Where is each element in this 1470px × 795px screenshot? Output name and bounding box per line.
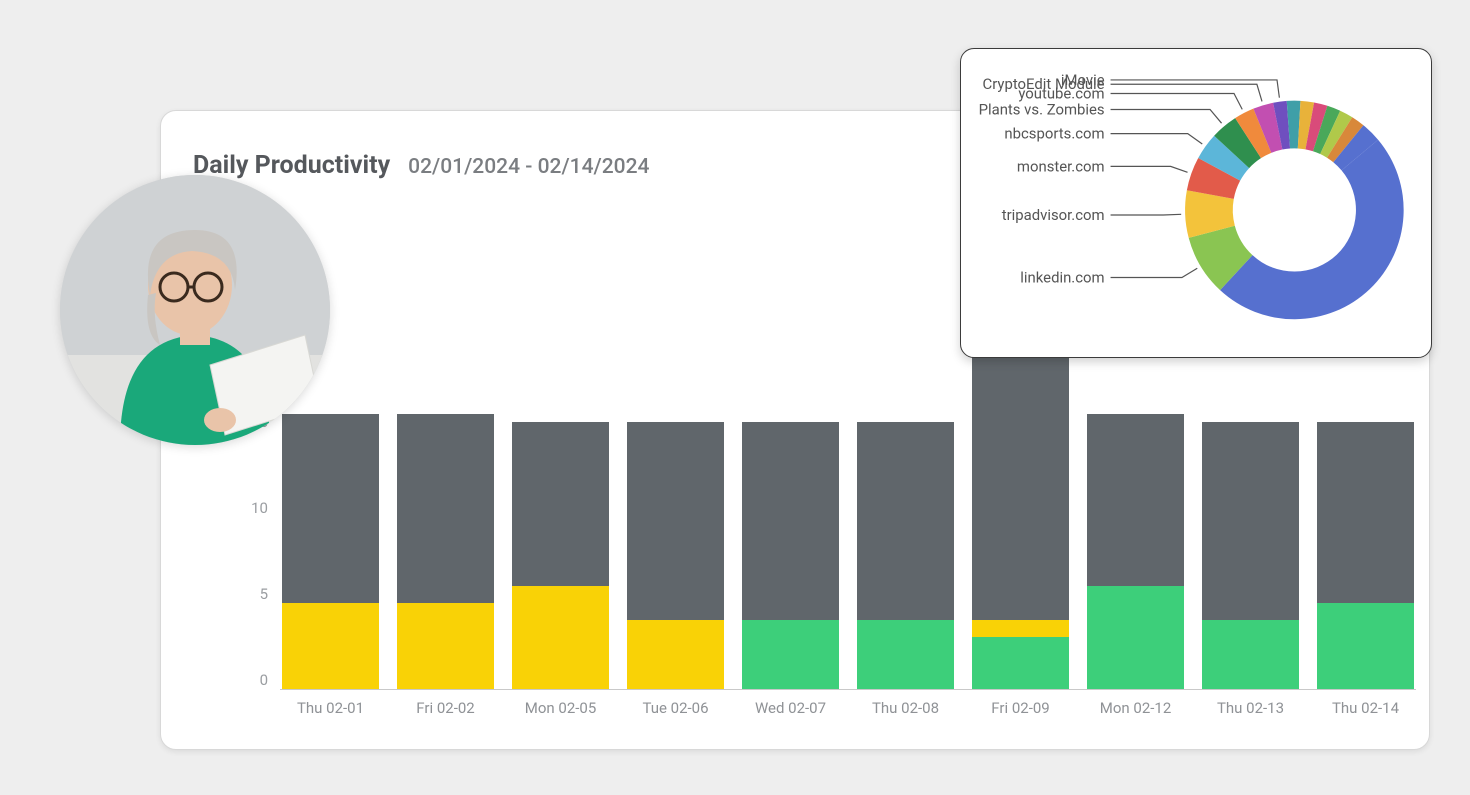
bar-segment-gray	[857, 422, 954, 620]
bar-segment-yellow	[397, 603, 494, 689]
bar-segment-yellow	[627, 620, 724, 689]
donut-chart: linkedin.com tripadvisor.com monster.com nb…	[961, 49, 1431, 357]
x-axis-label: Thu 02-01	[297, 699, 364, 717]
y-tick: 5	[260, 585, 268, 603]
y-tick: 10	[251, 499, 268, 517]
donut-slice-label: Plants vs. Zombies	[979, 100, 1105, 118]
donut-leader-line	[1111, 109, 1222, 123]
bar-segment-yellow	[972, 620, 1069, 637]
bar-segment-green	[1202, 620, 1299, 689]
donut-leader-line	[1111, 214, 1182, 215]
bar-segment-gray	[397, 414, 494, 603]
app-usage-card: linkedin.com tripadvisor.com monster.com nb…	[960, 48, 1432, 358]
bar-segment-green	[742, 620, 839, 689]
bar-segment-yellow	[282, 603, 379, 689]
x-axis-label: Fri 02-09	[991, 699, 1049, 717]
bar-column: Tue 02-06	[627, 220, 724, 689]
donut-leader-line	[1111, 94, 1243, 110]
bar-segment-gray	[1087, 414, 1184, 586]
bar-segment-gray	[1202, 422, 1299, 620]
bar-segment-gray	[282, 414, 379, 603]
donut-leader-line	[1111, 268, 1198, 277]
bar-segment-green	[1317, 603, 1414, 689]
bar-column: Wed 02-07	[742, 220, 839, 689]
donut-slice-label: linkedin.com	[1020, 268, 1104, 286]
bar-segment-gray	[1317, 422, 1414, 603]
x-axis-label: Thu 02-14	[1332, 699, 1399, 717]
bar-segment-gray	[627, 422, 724, 620]
chart-date-range: 02/01/2024 - 02/14/2024	[408, 155, 649, 179]
bar-segment-yellow	[512, 586, 609, 689]
donut-leader-line	[1111, 80, 1280, 98]
donut-slice-label: tripadvisor.com	[1002, 206, 1105, 224]
bar-segment-gray	[512, 422, 609, 586]
donut-slice-label: nbcsports.com	[1004, 125, 1104, 143]
chart-title: Daily Productivity	[193, 151, 390, 180]
donut-slice-label: monster.com	[1017, 157, 1105, 175]
donut-leader-line	[1111, 84, 1262, 101]
bar-segment-green	[857, 620, 954, 689]
x-axis-label: Mon 02-05	[525, 699, 597, 717]
y-tick: 0	[260, 671, 268, 689]
bar-column: Fri 02-02	[397, 220, 494, 689]
bar-column: Thu 02-08	[857, 220, 954, 689]
x-axis-label: Thu 02-08	[872, 699, 939, 717]
bar-segment-green	[972, 637, 1069, 689]
x-axis-label: Mon 02-12	[1100, 699, 1172, 717]
x-axis-label: Tue 02-06	[642, 699, 708, 717]
bar-column: Mon 02-05	[512, 220, 609, 689]
donut-leader-line	[1111, 166, 1188, 172]
donut-leader-line	[1111, 134, 1203, 144]
x-axis-label: Fri 02-02	[416, 699, 474, 717]
x-axis-label: Thu 02-13	[1217, 699, 1284, 717]
avatar	[60, 175, 330, 445]
avatar-illustration	[60, 175, 330, 445]
x-axis-label: Wed 02-07	[755, 699, 826, 717]
bar-segment-gray	[742, 422, 839, 620]
donut-slice-label: iMovie	[1061, 71, 1105, 89]
bar-segment-green	[1087, 586, 1184, 689]
